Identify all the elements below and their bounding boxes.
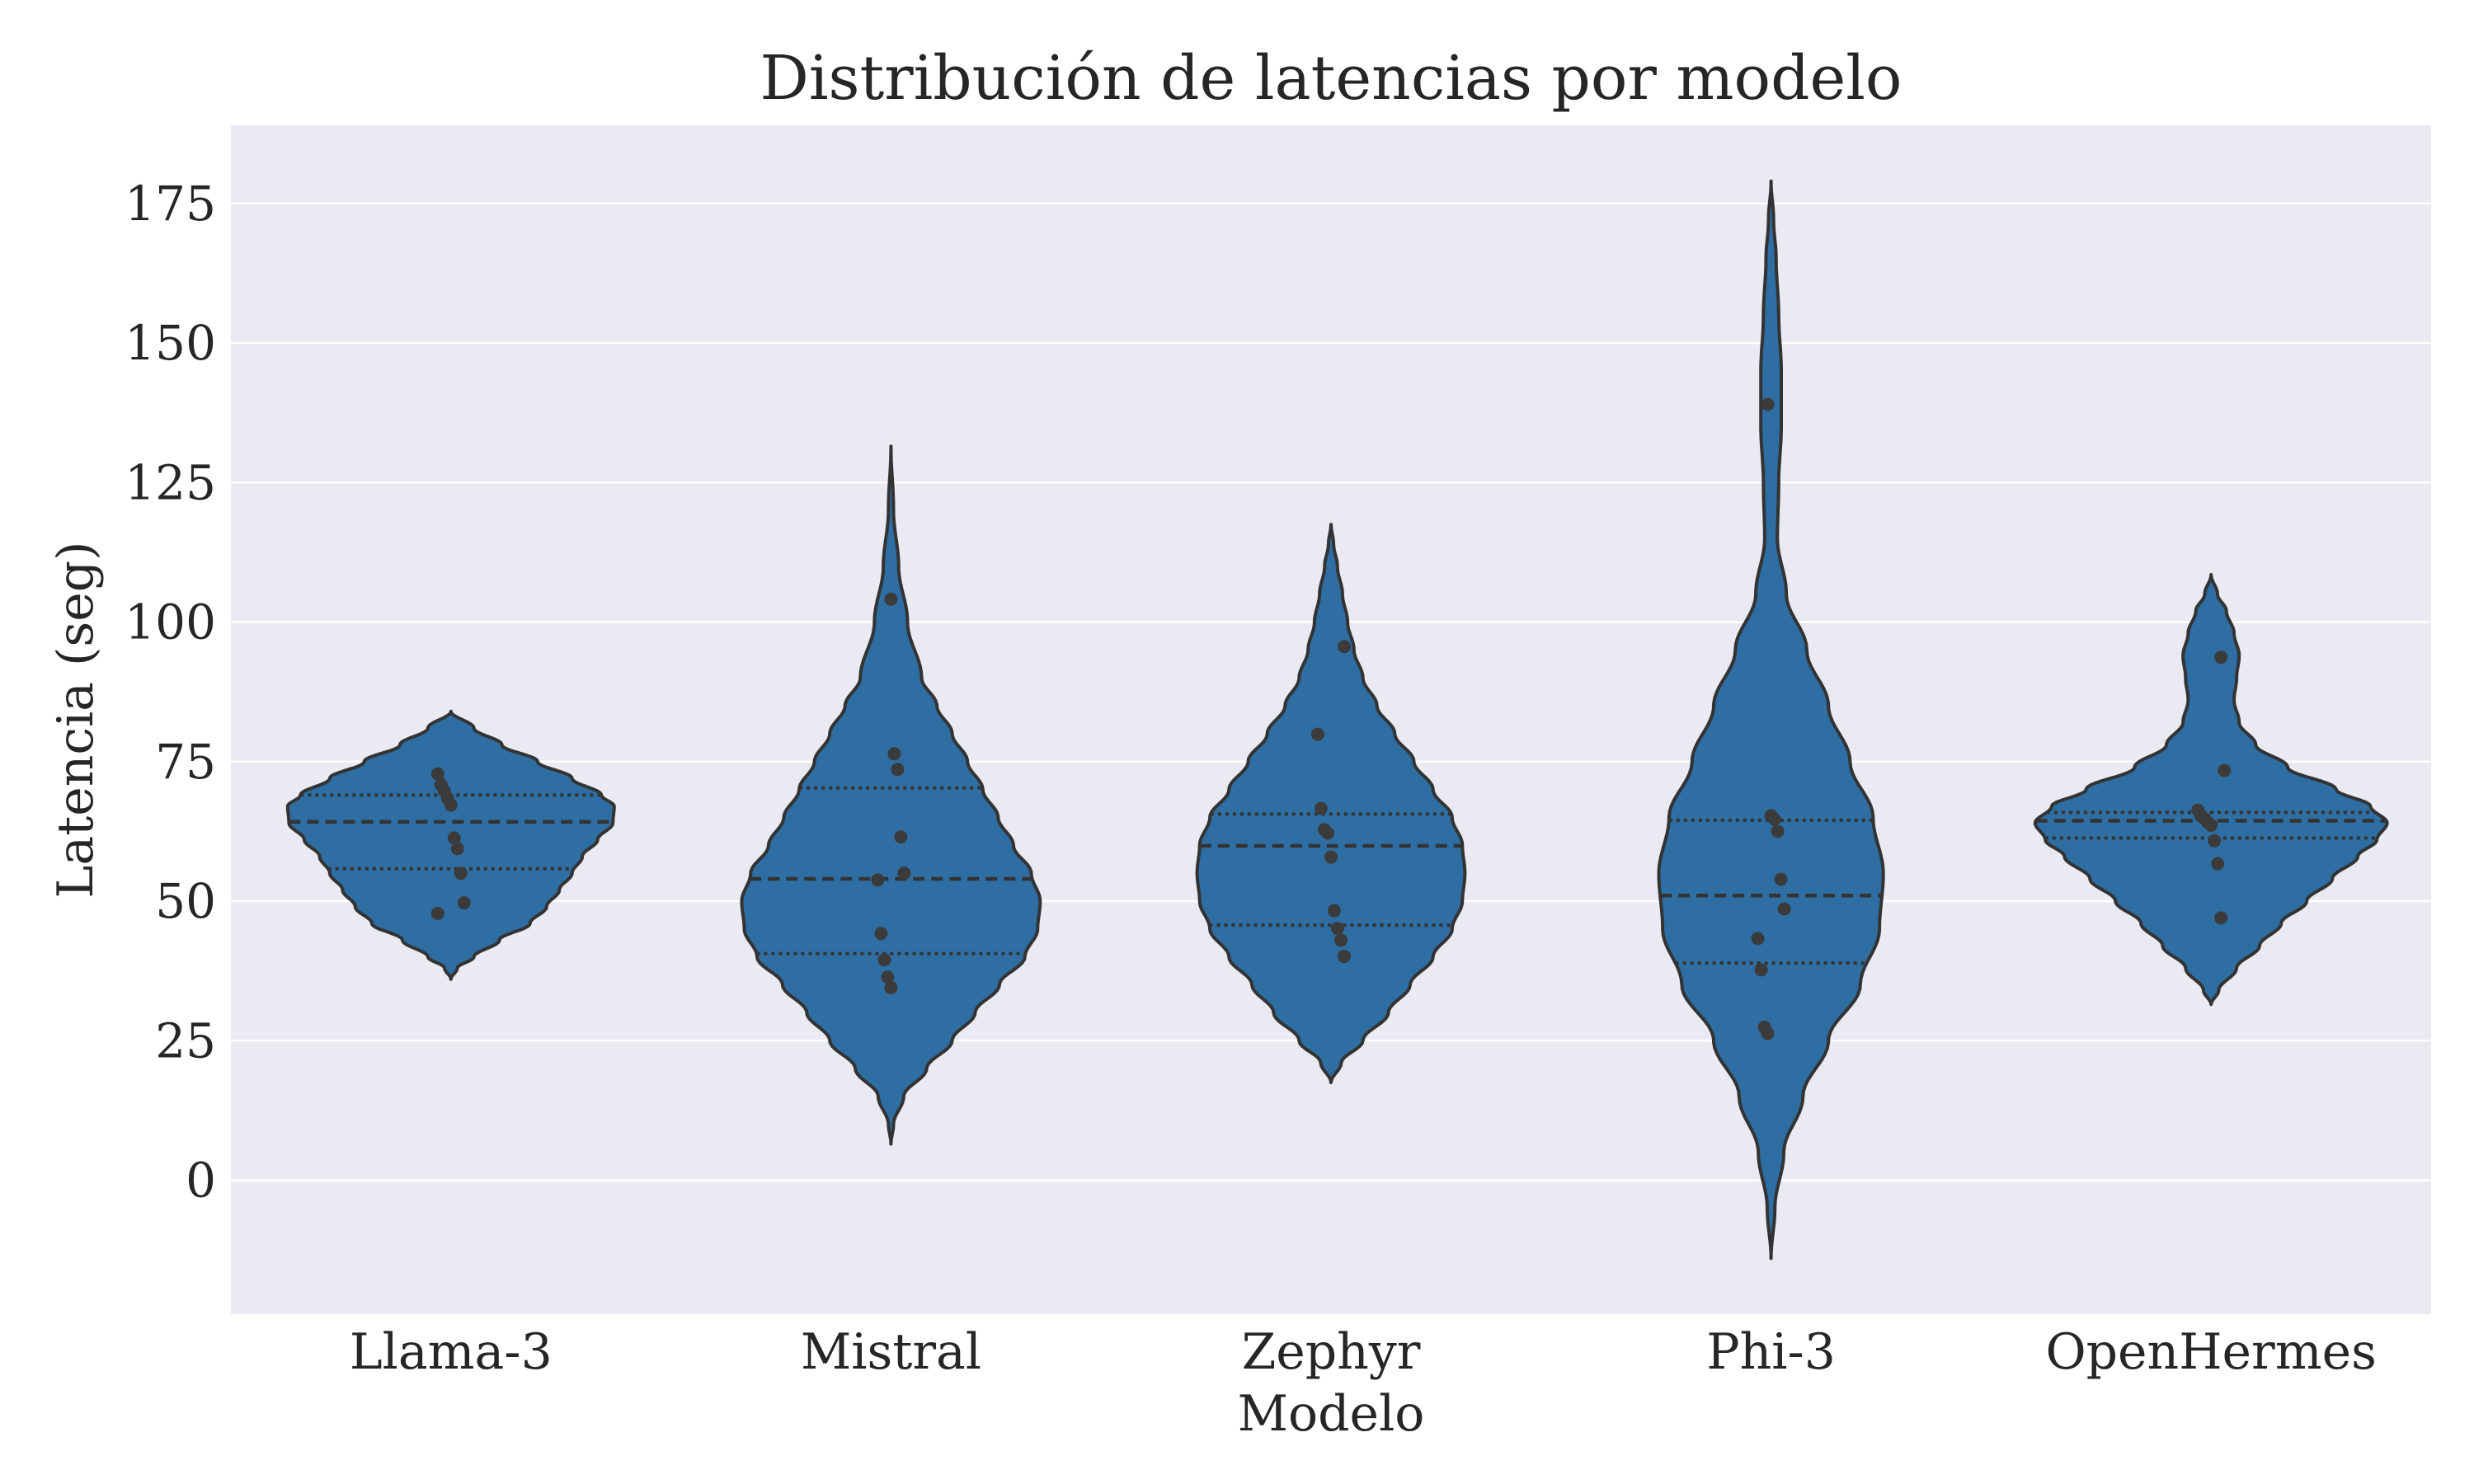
data-point — [430, 767, 444, 781]
data-point — [2214, 911, 2228, 925]
violin-body — [740, 444, 1042, 1146]
data-point — [894, 830, 908, 844]
violin-body — [285, 709, 616, 981]
data-point — [2211, 857, 2225, 871]
violin-group — [1195, 523, 1467, 1084]
y-tick-labels: 0 25 50 75 100 125 150 175 — [125, 176, 216, 1209]
y-tick-label: 50 — [155, 873, 216, 929]
data-point — [1331, 922, 1344, 936]
data-point — [884, 980, 898, 994]
x-tick-label: Mistral — [801, 1323, 981, 1381]
data-point — [1761, 1026, 1775, 1040]
data-point — [430, 906, 444, 920]
data-point — [1315, 801, 1328, 815]
data-point — [887, 747, 901, 761]
violin-group — [740, 444, 1042, 1146]
data-point — [2214, 650, 2228, 665]
y-tick-label: 175 — [125, 176, 216, 232]
y-axis-label: Latencia (seg) — [47, 541, 105, 898]
violin-body — [1195, 523, 1467, 1084]
data-point — [1754, 963, 1768, 977]
data-point — [1338, 640, 1351, 654]
data-point — [1767, 812, 1781, 826]
data-point — [891, 763, 905, 777]
violin-group — [1657, 179, 1885, 1261]
y-tick-label: 150 — [125, 315, 216, 371]
x-axis-label: Modelo — [1238, 1385, 1425, 1443]
violins — [285, 179, 2389, 1261]
data-point — [1751, 932, 1765, 946]
y-tick-label: 25 — [155, 1012, 216, 1068]
x-tick-labels: Llama-3 Mistral Zephyr Phi-3 OpenHermes — [350, 1323, 2377, 1381]
data-point — [1761, 397, 1775, 411]
data-point — [1321, 826, 1334, 840]
data-point — [871, 873, 885, 887]
data-point — [1338, 950, 1351, 964]
violin-body — [1657, 179, 1885, 1261]
data-point — [457, 896, 471, 910]
data-point — [1334, 933, 1348, 947]
y-tick-label: 0 — [186, 1153, 216, 1209]
data-point — [1324, 850, 1338, 864]
data-point — [1328, 904, 1341, 918]
data-point — [897, 866, 911, 881]
data-point — [1774, 872, 1788, 886]
y-tick-label: 100 — [125, 594, 216, 650]
data-point — [454, 866, 468, 881]
data-point — [1311, 727, 1324, 741]
data-point — [447, 831, 461, 845]
data-point — [1777, 902, 1791, 916]
y-tick-label: 75 — [155, 734, 216, 790]
y-tick-label: 125 — [125, 454, 216, 510]
data-point — [2218, 763, 2232, 777]
data-point — [881, 970, 895, 984]
data-point — [874, 927, 888, 941]
x-tick-label: Zephyr — [1242, 1323, 1421, 1381]
data-point — [2204, 818, 2218, 832]
data-point — [1771, 824, 1785, 838]
violin-group — [285, 709, 616, 981]
violin-body — [2033, 573, 2389, 1007]
data-point — [2208, 834, 2222, 848]
data-point — [444, 798, 458, 812]
x-tick-label: Llama-3 — [350, 1323, 553, 1381]
data-point — [884, 592, 898, 606]
x-tick-label: Phi-3 — [1706, 1323, 1836, 1381]
violin-group — [2033, 573, 2389, 1007]
data-point — [450, 842, 464, 856]
chart-title: Distribución de latencias por modelo — [760, 43, 1903, 114]
data-point — [877, 953, 891, 967]
x-tick-label: OpenHermes — [2045, 1323, 2376, 1381]
